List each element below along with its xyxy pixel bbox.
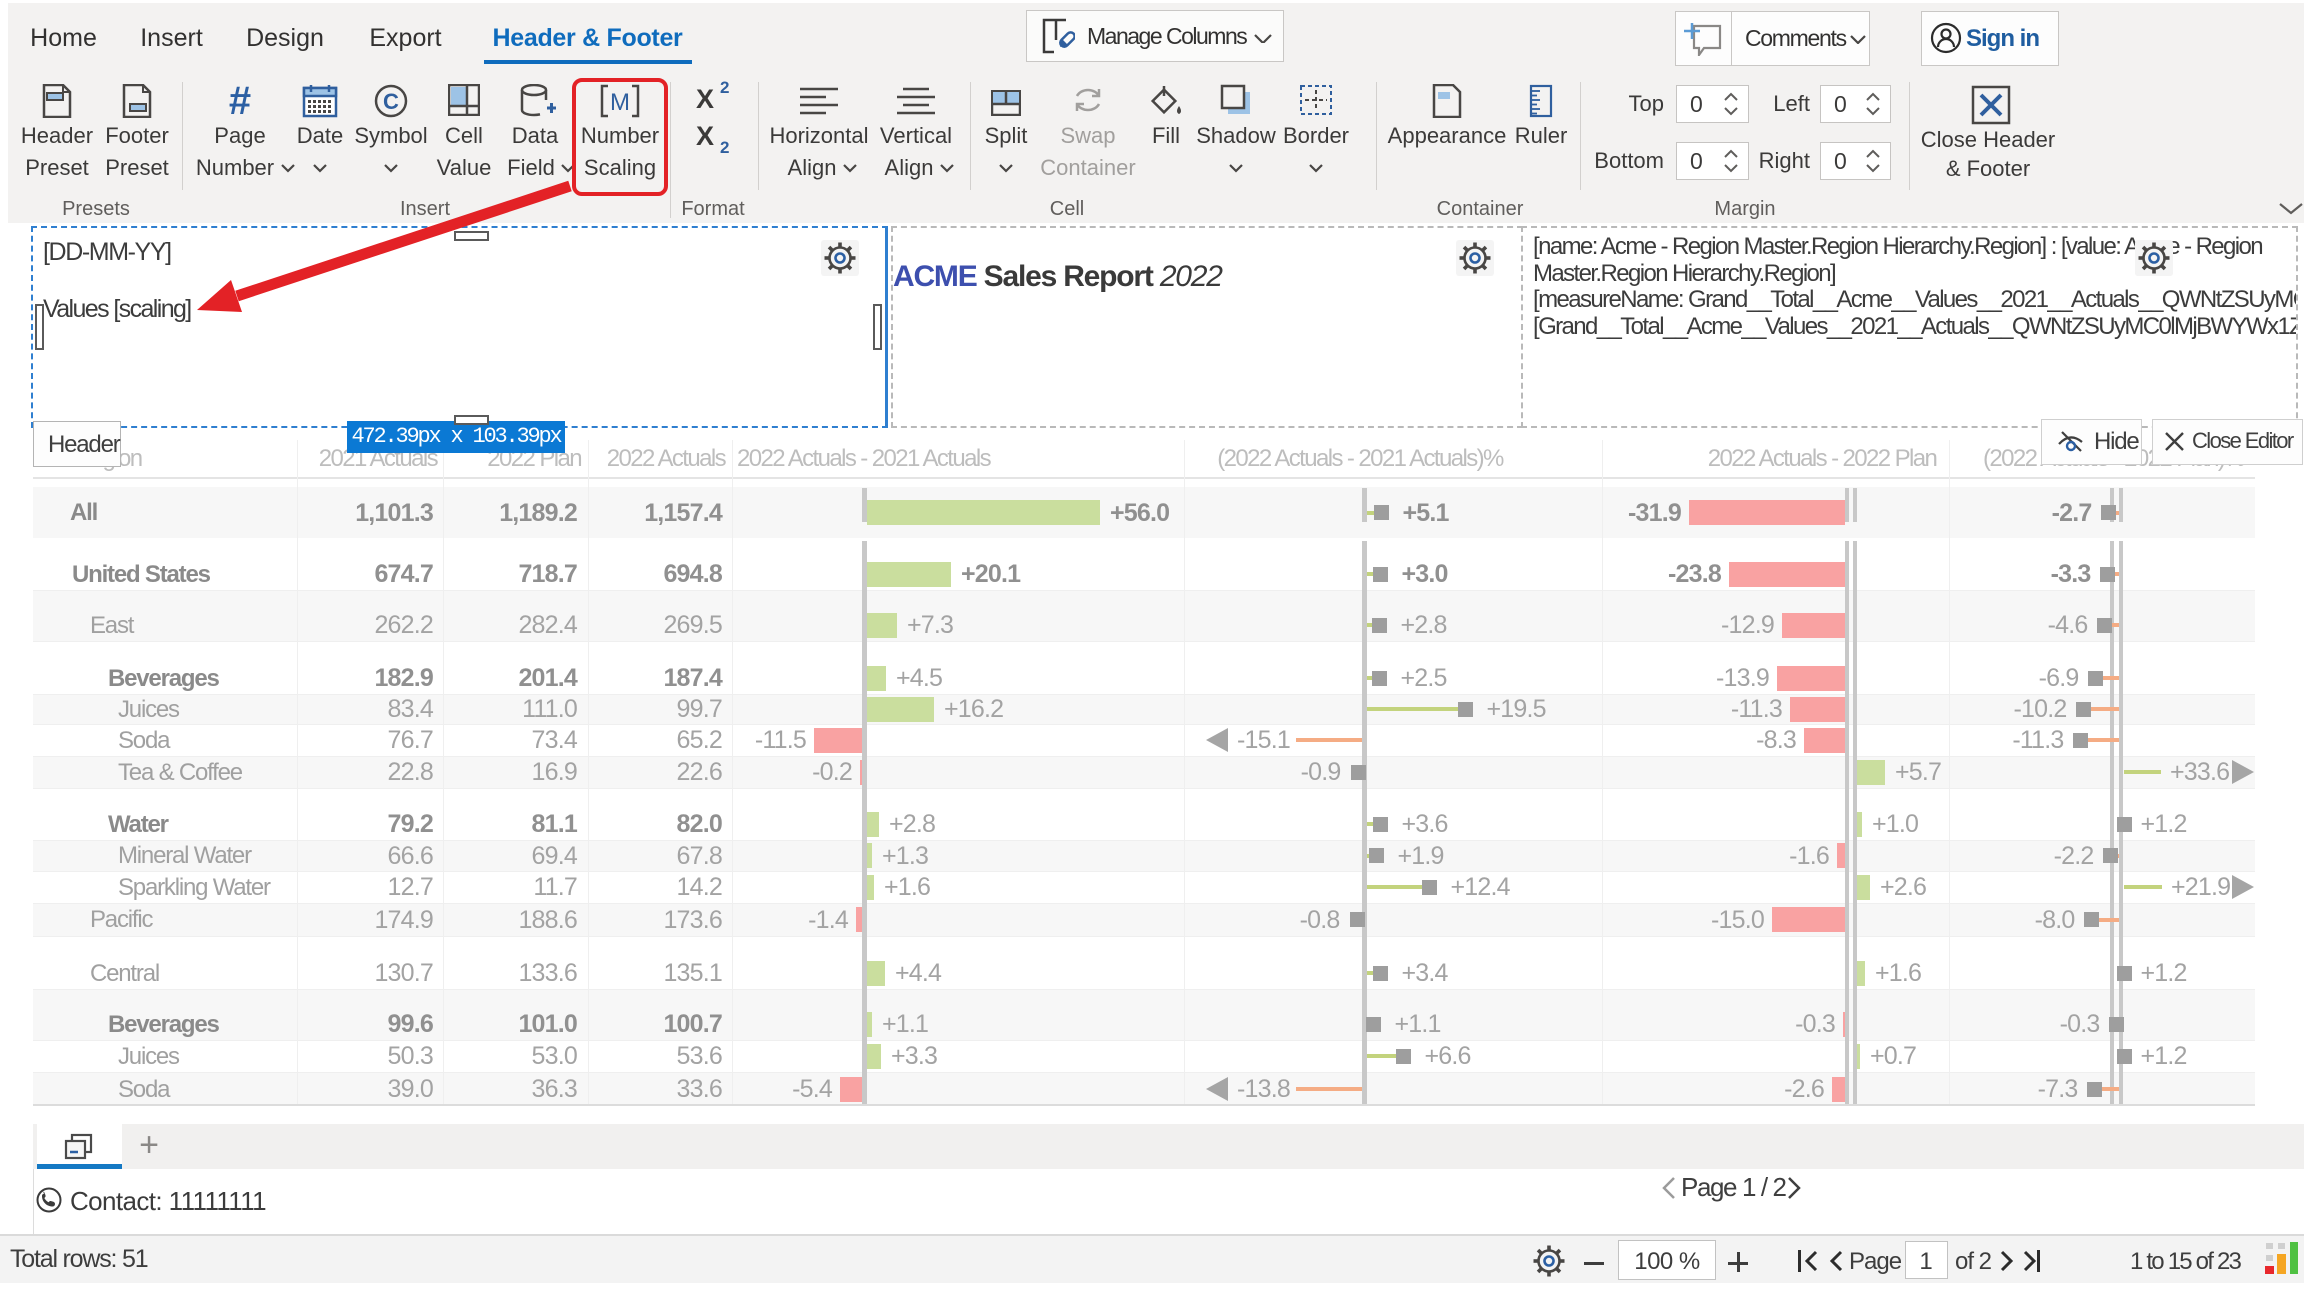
svg-text:M: M — [610, 89, 630, 116]
svg-text:C: C — [383, 89, 399, 114]
